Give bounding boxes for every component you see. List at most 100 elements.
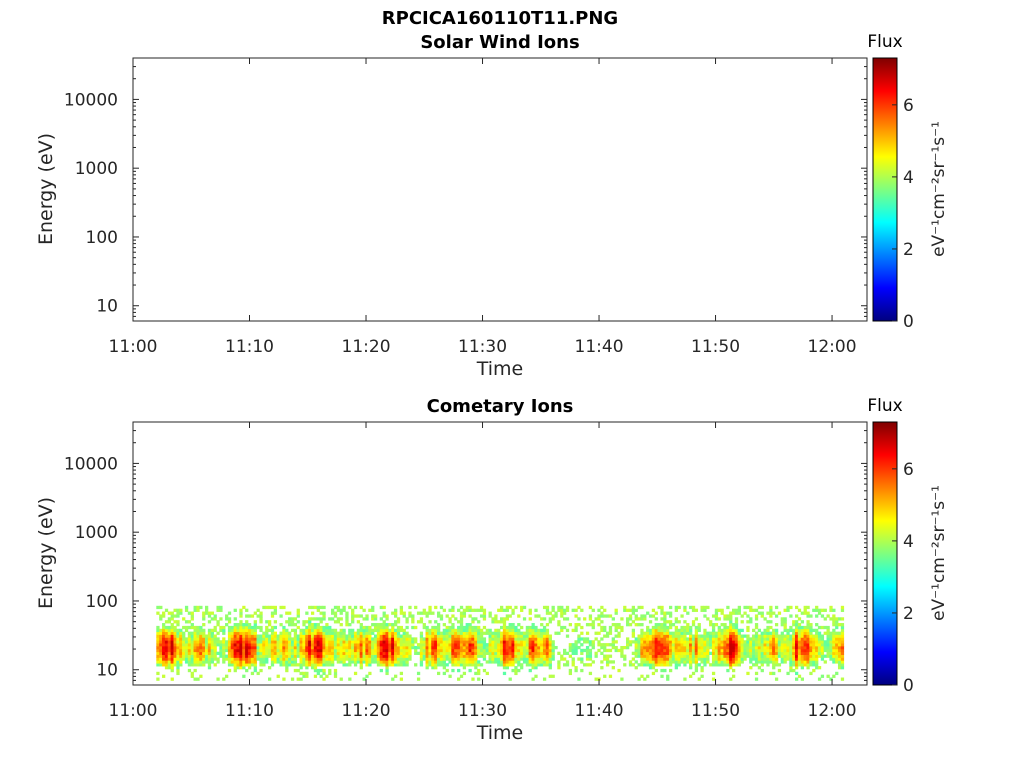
heatmap-cell [328, 648, 332, 653]
heatmap-cell [540, 623, 544, 627]
heatmap-cell [809, 631, 813, 635]
heatmap-cell [617, 631, 621, 635]
heatmap-cell [179, 634, 183, 638]
heatmap-cell [803, 625, 807, 630]
heatmap-cell [646, 657, 650, 661]
heatmap-cell [431, 666, 435, 670]
heatmap-cell [769, 671, 773, 676]
heatmap-cell [457, 643, 461, 647]
heatmap-cell [448, 674, 452, 678]
heatmap-cell [328, 617, 332, 621]
heatmap-cell [494, 645, 498, 650]
heatmap-cell [391, 611, 395, 615]
heatmap-cell [368, 645, 372, 650]
heatmap-cell [548, 611, 552, 615]
heatmap-cell [491, 620, 495, 624]
heatmap-cell [439, 634, 444, 638]
heatmap-cell [465, 637, 469, 641]
heatmap-cell [276, 674, 280, 678]
heatmap-cell [331, 660, 335, 664]
heatmap-cell [227, 631, 232, 635]
heatmap-cell [399, 628, 404, 633]
heatmap-cell [216, 657, 220, 661]
heatmap-cell [651, 660, 656, 664]
heatmap-cell [565, 634, 570, 638]
heatmap-cell [462, 637, 467, 641]
heatmap-cell [668, 634, 673, 638]
heatmap-cell [391, 643, 395, 647]
heatmap-cell [187, 660, 192, 664]
heatmap-cell [202, 643, 206, 647]
heatmap-cell [436, 663, 441, 667]
heatmap-cell [179, 643, 183, 647]
heatmap-cell [368, 660, 372, 664]
heatmap-cell [597, 643, 601, 647]
heatmap-cell [319, 654, 323, 658]
heatmap-cell [511, 657, 515, 661]
heatmap-cell [585, 648, 590, 653]
heatmap-cell [588, 623, 593, 627]
solar-wind-panel: Solar Wind Ions 11:00 11:10 11:20 11:30 11:4… [35, 32, 949, 380]
heatmap-cell [717, 648, 721, 653]
heatmap-cell [290, 654, 295, 658]
heatmap-cell [837, 657, 842, 661]
heatmap-cell [560, 605, 564, 610]
heatmap-cell [726, 625, 730, 630]
heatmap-cell [823, 660, 827, 664]
heatmap-cell [815, 648, 819, 653]
heatmap-cell [222, 645, 226, 650]
heatmap-cell [482, 651, 487, 655]
heatmap-cell [792, 660, 796, 664]
heatmap-cell [737, 657, 741, 661]
heatmap-cell [540, 657, 544, 661]
heatmap-cell [187, 611, 192, 615]
heatmap-cell [666, 677, 670, 681]
heatmap-cell [666, 634, 670, 638]
heatmap-cell [522, 648, 527, 653]
heatmap-cell [468, 643, 472, 647]
heatmap-cell [651, 631, 656, 635]
heatmap-cell [382, 651, 386, 655]
heatmap-cell [233, 663, 237, 667]
heatmap-cell [482, 608, 487, 612]
heatmap-cell [777, 654, 782, 658]
heatmap-cell [703, 645, 707, 650]
heatmap-cell [577, 645, 581, 650]
heatmap-cell [408, 654, 412, 658]
heatmap-cell [482, 648, 487, 653]
heatmap-cell [376, 648, 381, 653]
heatmap-cell [545, 640, 550, 644]
heatmap-cell [752, 634, 756, 638]
heatmap-cell [196, 634, 200, 638]
heatmap-cell [580, 648, 584, 653]
heatmap-cell [666, 654, 670, 658]
heatmap-cell [563, 663, 567, 667]
heatmap-cell [459, 620, 464, 624]
heatmap-cell [399, 677, 404, 681]
heatmap-cell [202, 614, 206, 618]
heatmap-cell [462, 657, 467, 661]
heatmap-cell [674, 605, 678, 610]
heatmap-cell [783, 651, 787, 655]
heatmap-cell [442, 623, 446, 627]
heatmap-cell [817, 648, 822, 653]
heatmap-cell [611, 623, 615, 627]
heatmap-cell [164, 645, 169, 650]
heatmap-cell [729, 643, 733, 647]
heatmap-cell [654, 623, 658, 627]
heatmap-cell [786, 637, 790, 641]
heatmap-cell [462, 651, 467, 655]
heatmap-cell [454, 631, 458, 635]
heatmap-cell [617, 634, 621, 638]
heatmap-cell [732, 648, 736, 653]
heatmap-cell [772, 634, 776, 638]
heatmap-cell [222, 677, 226, 681]
heatmap-cell [540, 631, 544, 635]
heatmap-cell [631, 605, 636, 610]
heatmap-cell [677, 637, 681, 641]
heatmap-cell [379, 637, 383, 641]
heatmap-cell [671, 648, 676, 653]
heatmap-cell [545, 654, 550, 658]
heatmap-cell [425, 625, 429, 630]
heatmap-cell [743, 643, 747, 647]
